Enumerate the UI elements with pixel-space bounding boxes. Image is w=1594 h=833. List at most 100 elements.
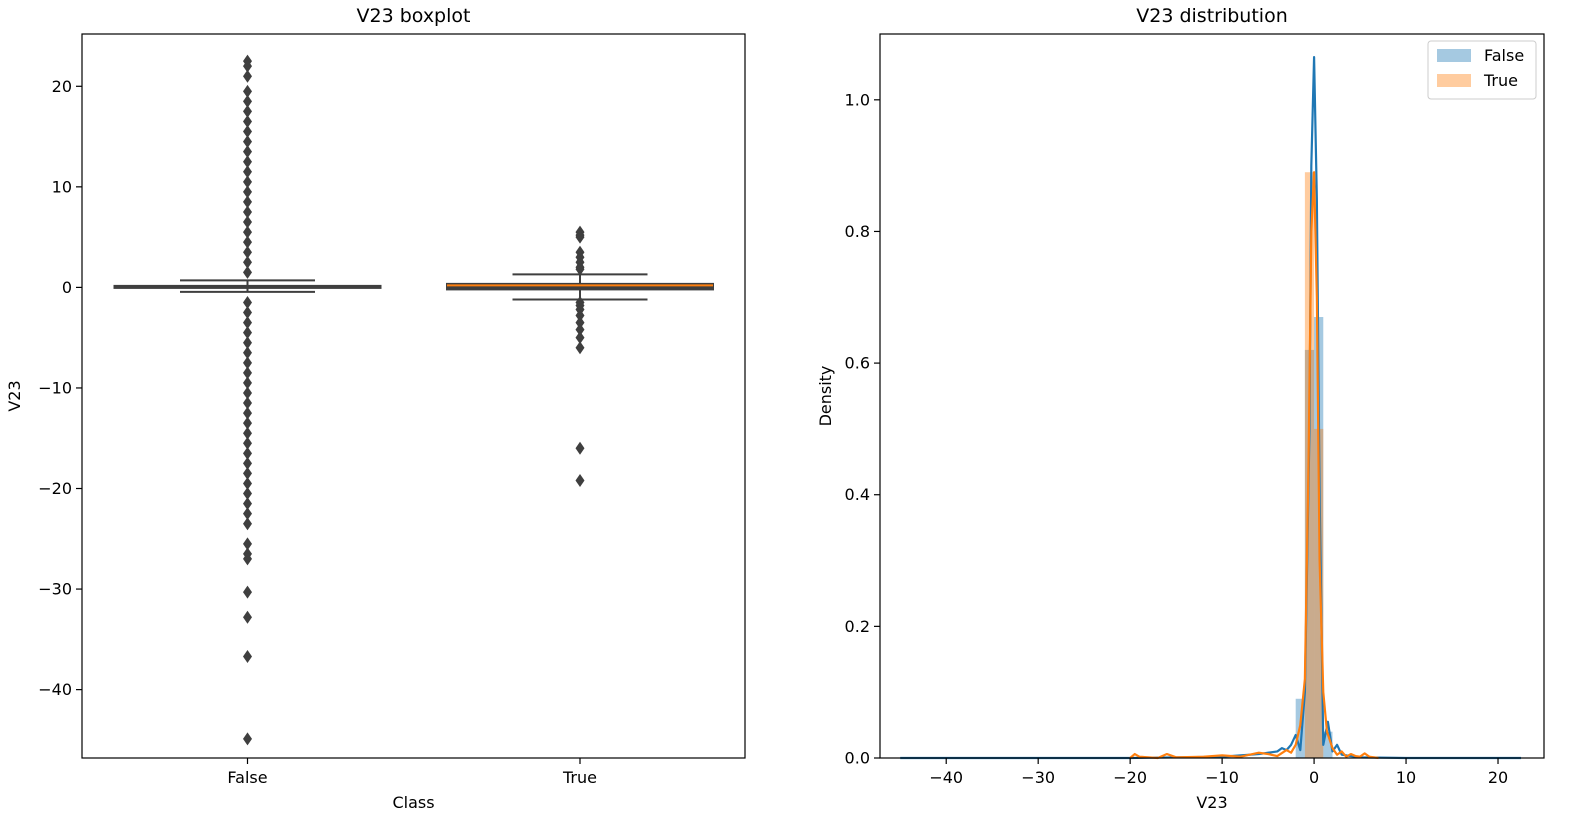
box-outlier <box>243 649 252 663</box>
distribution-x-axis-label: V23 <box>1196 793 1227 812</box>
distribution-y-tick-label: 0.8 <box>845 222 870 241</box>
kde-line-false <box>900 55 1522 760</box>
distribution-plot-area <box>900 55 1522 760</box>
distribution-frame <box>879 33 1545 759</box>
box-outlier <box>243 195 252 209</box>
distribution-y-tick-label: 0.4 <box>845 485 870 504</box>
legend-label-false: False <box>1484 46 1524 65</box>
boxplot-plot-area <box>113 54 714 746</box>
box-outlier <box>243 165 252 179</box>
box-outlier <box>243 456 252 470</box>
distribution-x-tick-label: −40 <box>929 768 963 787</box>
box-outlier <box>243 585 252 599</box>
hist-bar <box>1304 349 1315 758</box>
box-outlier <box>243 175 252 189</box>
box-outlier <box>243 104 252 118</box>
box-outlier <box>575 323 585 337</box>
distribution-x-ticks: −40 −30 −20 −10 0 10 20 <box>929 758 1508 787</box>
box-outlier <box>243 386 252 400</box>
boxplot-y-ticks: 20 10 0 −10 −20 −30 −40 <box>38 77 82 699</box>
box-outlier <box>243 215 252 229</box>
box-outlier <box>243 316 252 330</box>
distribution-title: V23 distribution <box>1136 5 1288 27</box>
box-outlier <box>243 84 252 98</box>
distribution-panel: V23 distribution 0.0 0.2 0.4 0.6 0.8 1.0 −40 −… <box>816 5 1545 812</box>
box-outlier <box>243 497 252 511</box>
box-outlier <box>575 230 585 244</box>
hist-bar <box>1323 731 1333 758</box>
box-outlier <box>243 436 252 450</box>
box-outlier <box>243 255 252 269</box>
boxplot-x-ticks: False True <box>227 758 597 787</box>
distribution-y-tick-label: 0.6 <box>845 354 870 373</box>
box-outlier <box>243 476 252 490</box>
box-outlier <box>243 225 252 239</box>
box-outlier <box>243 205 252 219</box>
box-outlier <box>243 114 252 128</box>
box-outlier <box>243 552 252 566</box>
boxplot-y-tick-label: −40 <box>38 680 72 699</box>
box-outlier <box>243 295 252 309</box>
boxplot-title: V23 boxplot <box>357 5 471 27</box>
box-outlier <box>243 336 252 350</box>
boxplot-y-tick-label: −10 <box>38 378 72 397</box>
box-iqr <box>446 282 714 291</box>
box-outlier <box>243 94 252 108</box>
box-outlier <box>243 185 252 199</box>
box-outlier <box>575 309 585 323</box>
legend-swatch-false <box>1437 49 1471 62</box>
box-outlier <box>243 135 252 149</box>
box-outlier <box>243 235 252 249</box>
box-false <box>113 54 382 746</box>
box-outlier <box>243 155 252 169</box>
boxplot-y-tick-label: −30 <box>38 580 72 599</box>
boxplot-y-tick-label: 10 <box>52 177 72 196</box>
boxplot-frame <box>81 33 746 759</box>
distribution-x-tick-label: −20 <box>1113 768 1147 787</box>
box-outlier <box>243 245 252 259</box>
box-outlier <box>243 306 252 320</box>
boxplot-y-tick-label: 0 <box>62 278 72 297</box>
box-outlier <box>243 366 252 380</box>
distribution-x-tick-label: 0 <box>1309 768 1319 787</box>
distribution-y-tick-label: 0.0 <box>845 749 870 768</box>
box-outlier <box>243 406 252 420</box>
legend: False True <box>1427 40 1537 100</box>
distribution-y-ticks: 0.0 0.2 0.4 0.6 0.8 1.0 <box>845 90 880 768</box>
box-true <box>446 225 714 487</box>
box-outlier <box>243 376 252 390</box>
box-outlier <box>575 262 585 276</box>
box-outlier <box>243 732 252 746</box>
distribution-y-tick-label: 0.2 <box>845 617 870 636</box>
box-outlier <box>575 316 585 330</box>
box-outlier <box>243 507 252 521</box>
boxplot-x-axis-label: Class <box>392 793 434 812</box>
boxplot-y-tick-label: 20 <box>52 77 72 96</box>
distribution-y-tick-label: 1.0 <box>845 90 870 109</box>
legend-swatch-true <box>1437 74 1471 87</box>
boxplot-x-tick-label: False <box>227 768 267 787</box>
box-outlier <box>243 396 252 410</box>
boxplot-x-tick-label: True <box>562 768 597 787</box>
box-outlier <box>575 441 585 455</box>
box-outlier <box>243 537 252 551</box>
boxplot-y-tick-label: −20 <box>38 479 72 498</box>
box-outlier <box>243 59 252 73</box>
boxplot-y-axis-label: V23 <box>5 380 24 411</box>
distribution-x-tick-label: −10 <box>1205 768 1239 787</box>
box-outlier <box>243 125 252 139</box>
distribution-x-tick-label: 20 <box>1488 768 1508 787</box>
box-outlier <box>243 145 252 159</box>
box-outlier <box>243 356 252 370</box>
distribution-y-axis-label: Density <box>816 366 835 427</box>
box-outlier <box>243 517 252 531</box>
box-outlier <box>243 265 252 279</box>
box-outlier <box>243 346 252 360</box>
box-outlier <box>575 331 585 345</box>
kde-line-true <box>1129 171 1379 760</box>
box-outlier <box>243 416 252 430</box>
box-outlier <box>243 446 252 460</box>
box-outlier <box>575 341 585 355</box>
